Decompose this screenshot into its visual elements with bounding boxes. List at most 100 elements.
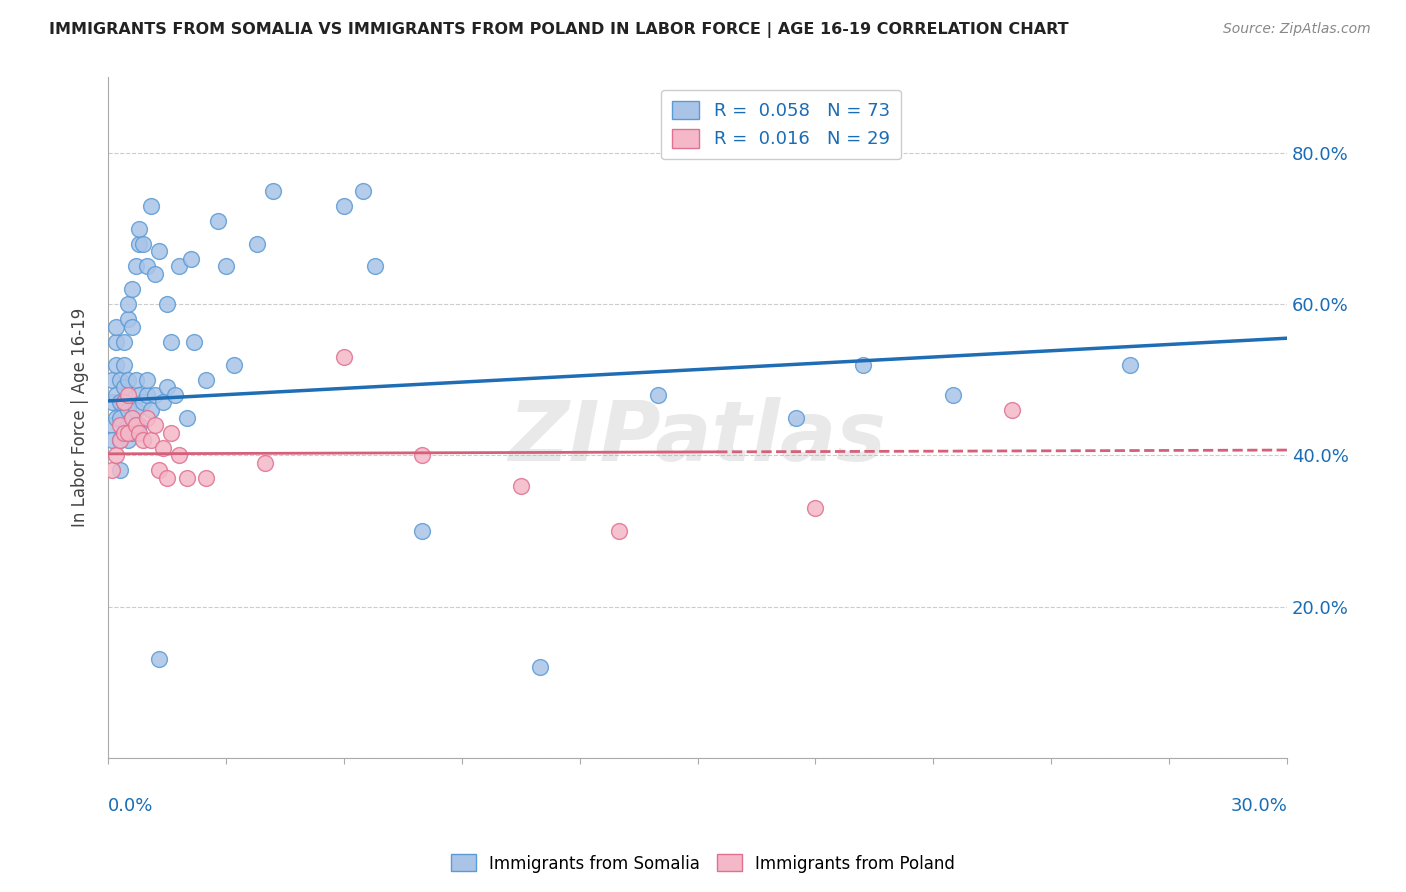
Point xyxy=(411,448,433,462)
Point xyxy=(112,380,135,394)
Point xyxy=(207,214,229,228)
Point xyxy=(121,319,143,334)
Point xyxy=(136,260,159,274)
Point xyxy=(117,297,139,311)
Point xyxy=(353,184,375,198)
Point xyxy=(112,395,135,409)
Point xyxy=(160,425,183,440)
Point xyxy=(195,471,218,485)
Point xyxy=(117,434,139,448)
Point xyxy=(132,236,155,251)
Legend: R =  0.058   N = 73, R =  0.016   N = 29: R = 0.058 N = 73, R = 0.016 N = 29 xyxy=(661,90,901,160)
Point xyxy=(136,373,159,387)
Point xyxy=(121,282,143,296)
Point xyxy=(128,388,150,402)
Y-axis label: In Labor Force | Age 16-19: In Labor Force | Age 16-19 xyxy=(72,308,89,527)
Point xyxy=(647,388,669,402)
Point xyxy=(132,395,155,409)
Text: 0.0%: 0.0% xyxy=(108,797,153,814)
Point xyxy=(141,199,163,213)
Text: IMMIGRANTS FROM SOMALIA VS IMMIGRANTS FROM POLAND IN LABOR FORCE | AGE 16-19 COR: IMMIGRANTS FROM SOMALIA VS IMMIGRANTS FR… xyxy=(49,22,1069,38)
Point xyxy=(124,418,146,433)
Point xyxy=(128,221,150,235)
Point xyxy=(136,388,159,402)
Point xyxy=(101,463,124,477)
Point xyxy=(108,418,131,433)
Point xyxy=(607,524,630,538)
Point xyxy=(156,471,179,485)
Point xyxy=(104,410,127,425)
Point xyxy=(104,358,127,372)
Point xyxy=(117,403,139,417)
Point xyxy=(108,410,131,425)
Point xyxy=(124,373,146,387)
Point xyxy=(101,373,124,387)
Point xyxy=(180,252,202,266)
Point xyxy=(148,463,170,477)
Point xyxy=(167,260,190,274)
Point xyxy=(108,373,131,387)
Point xyxy=(160,334,183,349)
Point xyxy=(156,380,179,394)
Point xyxy=(112,395,135,409)
Point xyxy=(108,395,131,409)
Point xyxy=(124,403,146,417)
Point xyxy=(141,434,163,448)
Point xyxy=(176,471,198,485)
Point xyxy=(104,388,127,402)
Point xyxy=(509,478,531,492)
Point xyxy=(215,260,238,274)
Point xyxy=(101,434,124,448)
Point xyxy=(143,418,166,433)
Text: ZIPatlas: ZIPatlas xyxy=(509,398,886,478)
Point xyxy=(246,236,269,251)
Point xyxy=(112,358,135,372)
Point xyxy=(167,448,190,462)
Point xyxy=(108,434,131,448)
Point xyxy=(529,660,551,674)
Point xyxy=(152,395,174,409)
Legend: Immigrants from Somalia, Immigrants from Poland: Immigrants from Somalia, Immigrants from… xyxy=(444,847,962,880)
Point xyxy=(132,434,155,448)
Text: Source: ZipAtlas.com: Source: ZipAtlas.com xyxy=(1223,22,1371,37)
Point xyxy=(152,441,174,455)
Point xyxy=(104,334,127,349)
Point xyxy=(121,410,143,425)
Point xyxy=(117,388,139,402)
Point xyxy=(148,244,170,259)
Point xyxy=(104,448,127,462)
Point xyxy=(117,312,139,326)
Point xyxy=(143,267,166,281)
Point xyxy=(112,425,135,440)
Point xyxy=(176,410,198,425)
Point xyxy=(128,418,150,433)
Point xyxy=(364,260,387,274)
Point xyxy=(156,297,179,311)
Point xyxy=(1001,403,1024,417)
Point xyxy=(117,418,139,433)
Point xyxy=(411,524,433,538)
Point xyxy=(128,236,150,251)
Point xyxy=(101,395,124,409)
Point xyxy=(222,358,245,372)
Point xyxy=(143,388,166,402)
Point xyxy=(141,403,163,417)
Point xyxy=(262,184,284,198)
Point xyxy=(254,456,277,470)
Point xyxy=(121,410,143,425)
Point xyxy=(1119,358,1142,372)
Point xyxy=(163,388,186,402)
Point xyxy=(121,425,143,440)
Point xyxy=(108,434,131,448)
Point xyxy=(333,199,356,213)
Point xyxy=(804,501,827,516)
Point xyxy=(785,410,807,425)
Point xyxy=(333,350,356,364)
Point xyxy=(104,319,127,334)
Point xyxy=(117,373,139,387)
Point xyxy=(128,425,150,440)
Point xyxy=(183,334,205,349)
Point xyxy=(117,425,139,440)
Point xyxy=(124,418,146,433)
Point xyxy=(148,652,170,666)
